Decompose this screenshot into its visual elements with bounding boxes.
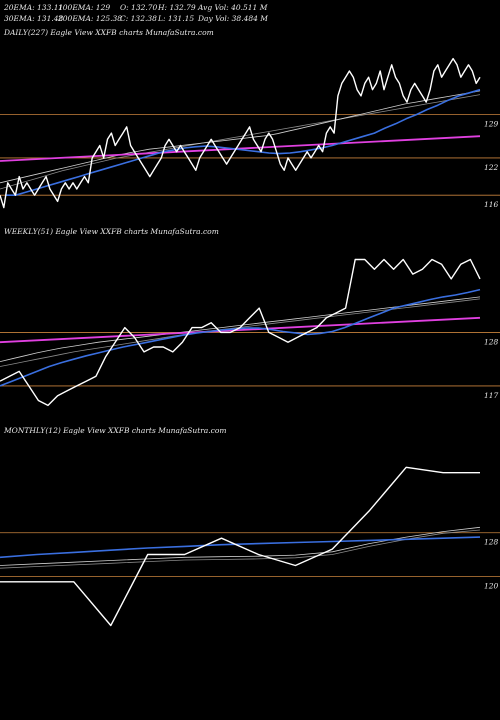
monthly-level-label: 128 [484, 538, 499, 547]
monthly-level-label: 120 [484, 581, 499, 590]
daily-ema-slow-line [0, 90, 481, 184]
high-label: H: 132.79 [158, 3, 196, 12]
close-label: C: 132.38 [120, 14, 157, 23]
low-label: L: 131.15 [158, 14, 195, 23]
dayvol-label: Day Vol: 38.484 M [198, 14, 268, 23]
weekly-trend-line [0, 316, 481, 344]
weekly-ema-fast-line [0, 288, 481, 387]
daily-ema-slow2-line [0, 94, 481, 190]
daily-level-label: 116 [484, 200, 499, 209]
weekly-level-label: 117 [484, 391, 499, 400]
monthly-panel-title: MONTHLY(12) Eagle View XXFB charts Munaf… [4, 426, 227, 435]
ema100-label: 100EMA: 129 [58, 3, 111, 12]
weekly-level-label: 128 [484, 337, 499, 346]
ema20-label: 20EMA: 133.11 [4, 3, 64, 12]
weekly-price-line [0, 258, 481, 407]
daily-level-label: 129 [484, 119, 499, 128]
avgvol-label: Avg Vol: 40.511 M [198, 3, 268, 12]
daily-trend-line [0, 135, 481, 162]
daily-ema-fast-line [5, 88, 481, 196]
monthly-ema-slow2-line [0, 529, 481, 569]
weekly-panel-title: WEEKLY(51) Eagle View XXFB charts Munafa… [4, 227, 219, 236]
monthly-price-line [0, 466, 480, 627]
ema200-label: 200EMA: 125.38 [58, 14, 123, 23]
monthly-ema-slow-line [0, 526, 481, 566]
daily-price-line [0, 57, 481, 209]
open-label: O: 132.70 [120, 3, 158, 12]
monthly-ema-fast-line [0, 536, 481, 559]
daily-level-label: 122 [484, 163, 499, 172]
daily-panel-title: DAILY(227) Eagle View XXFB charts Munafa… [4, 28, 214, 37]
ema30-label: 30EMA: 131.48 [4, 14, 64, 23]
